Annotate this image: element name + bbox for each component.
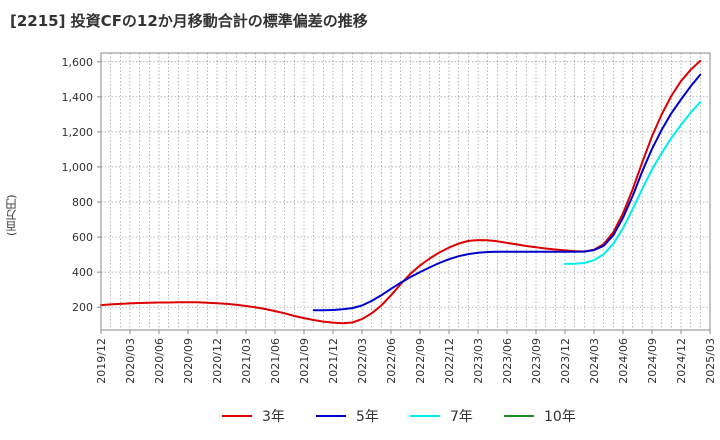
x-tick-label: 2024/12 [675,338,688,384]
legend-label: 10年 [544,409,576,425]
x-tick-label: 2023/03 [472,338,485,384]
x-tick-label: 2021/12 [327,338,340,384]
x-tick-label: 2024/06 [617,338,630,384]
legend-label: 7年 [450,409,473,425]
x-tick-label: 2024/09 [646,338,659,384]
x-tick-label: 2023/12 [559,338,572,384]
x-tick-label: 2020/03 [124,338,137,384]
y-tick-label: 400 [72,266,93,279]
series-line-7年 [564,101,702,265]
x-tick-label: 2020/06 [153,338,166,384]
x-tick-label: 2020/12 [211,338,224,384]
x-tick-label: 2022/06 [385,338,398,384]
x-tick-label: 2023/09 [530,338,543,384]
y-tick-label: 1,200 [62,126,94,139]
x-axis-ticks: 2019/12 2020/03 2020/06 2020/09 2020/12 2021/… [95,330,717,384]
x-tick-label: 2021/03 [240,338,253,384]
legend-swatch [504,415,534,417]
legend-label: 3年 [262,409,285,425]
y-axis-ticks: 200 400 600 800 1,000 1,200 1,400 1,600 [62,56,101,314]
chart-title: [2215] 投資CFの12か月移動合計の標準偏差の推移 [10,12,368,30]
legend-label: 5年 [356,409,379,425]
x-tick-label: 2022/09 [414,338,427,384]
y-tick-label: 600 [72,231,93,244]
grid-lines [101,53,710,330]
y-tick-label: 800 [72,196,93,209]
y-tick-label: 200 [72,301,93,314]
x-tick-label: 2022/03 [356,338,369,384]
legend-swatch [410,415,440,417]
x-tick-label: 2020/09 [182,338,195,384]
x-tick-label: 2021/06 [269,338,282,384]
legend-swatch [316,415,346,417]
x-tick-label: 2021/09 [298,338,311,384]
series-line-3年 [100,59,702,325]
x-tick-label: 2023/06 [501,338,514,384]
y-tick-label: 1,000 [62,161,94,174]
legend-item: 10年 [504,404,576,428]
legend: 3年 5年 7年 10年 [0,404,720,428]
legend-item: 7年 [410,404,473,428]
legend-item: 5年 [316,404,379,428]
series-lines [100,59,702,325]
x-tick-label: 2024/03 [588,338,601,384]
y-tick-label: 1,400 [62,91,94,104]
x-tick-label: 2022/12 [443,338,456,384]
legend-item: 3年 [222,404,285,428]
line-chart: 200 400 600 800 1,000 1,200 1,400 1,600 2019/12… [62,52,717,384]
x-tick-label: 2019/12 [95,338,108,384]
x-tick-label: 2025/03 [704,338,717,384]
legend-swatch [222,415,252,417]
series-line-5年 [312,73,702,312]
plot-frame [100,52,711,331]
y-tick-label: 1,600 [62,56,94,69]
